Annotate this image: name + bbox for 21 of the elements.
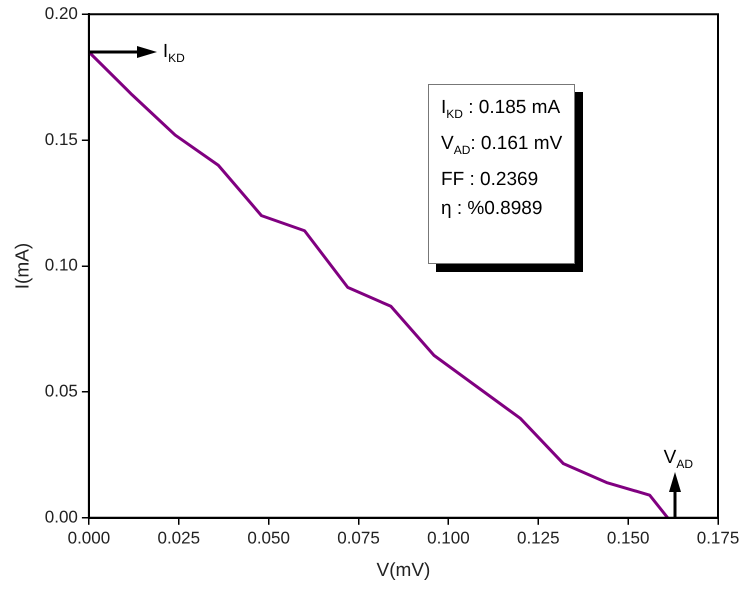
x-tick-label: 0.025: [157, 528, 200, 548]
x-tick-label: 0.075: [337, 528, 380, 548]
y-tick-label: 0.00: [44, 507, 78, 526]
annotation: η : %0.8989: [441, 197, 544, 221]
x-tick-label: 0.125: [516, 528, 560, 548]
x-tick-label: 0.100: [427, 528, 470, 548]
annotation: V$_{AD}$: 0.161 mV: [441, 132, 562, 159]
x-axis-title: V(mV): [376, 560, 430, 581]
y-axis-title: I(mA): [12, 242, 34, 290]
x-tick-label: 0.175: [696, 528, 740, 548]
annotation: V$_{AD}$: [664, 446, 694, 471]
y-tick-label: 0.15: [44, 130, 78, 149]
annotation: I$_{KD}$: [162, 40, 185, 65]
x-tick-label: 0.150: [606, 528, 650, 548]
y-tick-label: 0.20: [44, 4, 78, 23]
x-tick-label: 0.050: [247, 528, 290, 548]
x-tick-label: 0.000: [68, 528, 110, 548]
y-tick-label: 0.10: [44, 256, 78, 275]
y-tick-label: 0.05: [44, 382, 78, 401]
annotation: I$_{KD}$ : 0.185 mA: [441, 96, 562, 123]
annotation: FF : 0.2369: [441, 168, 540, 192]
